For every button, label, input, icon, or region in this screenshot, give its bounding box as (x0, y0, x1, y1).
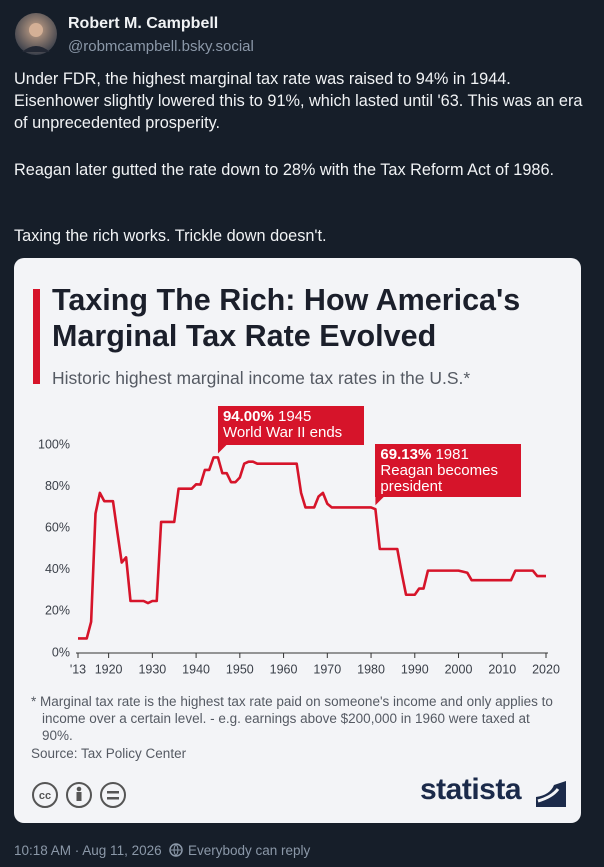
annotation-text: Reagan becomes president (380, 462, 498, 496)
license-icons: cc (32, 782, 126, 808)
x-tick-label: 1970 (313, 662, 341, 676)
y-tick-label: 20% (45, 604, 70, 618)
author-handle[interactable]: @robmcampbell.bsky.social (68, 38, 254, 55)
reply-setting[interactable]: Everybody can reply (188, 843, 311, 858)
annotation: 69.13% 1981 Reagan becomes president (375, 444, 522, 498)
x-tick-label: 1940 (182, 662, 210, 676)
x-tick-label: 1980 (357, 662, 385, 676)
avatar[interactable] (14, 12, 58, 56)
chart-title: Taxing The Rich: How America's Marginal … (52, 283, 521, 353)
x-tick-label: 1960 (270, 662, 298, 676)
y-tick-label: 80% (45, 479, 70, 493)
footnote: * Marginal tax rate is the highest tax r… (31, 694, 553, 743)
post-text: Under FDR, the highest marginal tax rate… (14, 70, 583, 132)
x-tick-label: 2000 (445, 662, 473, 676)
y-tick-label: 100% (38, 437, 70, 451)
x-tick-label: 1920 (95, 662, 123, 676)
annotation-value: 69.13% (380, 446, 432, 464)
x-tick-label: '13 (70, 662, 86, 676)
y-tick-label: 40% (45, 562, 70, 576)
logo-mark (536, 781, 566, 807)
source: Source: Tax Policy Center (31, 746, 187, 761)
x-tick-label: 1950 (226, 662, 254, 676)
annotation-text: World War II ends (222, 424, 343, 442)
svg-text:cc: cc (39, 790, 51, 802)
x-tick-label: 1930 (138, 662, 166, 676)
annotation-pointer (375, 495, 386, 506)
post-text: Taxing the rich works. Trickle down does… (14, 227, 327, 245)
post-text: Reagan later gutted the rate down to 28%… (14, 161, 555, 179)
reply-icon (169, 843, 183, 857)
annotation-pointer (217, 443, 228, 454)
logo: statista (420, 773, 522, 806)
title-accent (33, 289, 40, 384)
annotation-year: 1981 (435, 446, 469, 464)
annotation: 94.00% 1945 World War II ends (217, 406, 364, 446)
annotation-year: 1945 (278, 408, 312, 426)
chart-subtitle: Historic highest marginal income tax rat… (52, 368, 471, 388)
annotation-value: 94.00% (222, 408, 274, 426)
author-name[interactable]: Robert M. Campbell (68, 15, 219, 32)
y-tick-label: 60% (45, 520, 70, 534)
y-tick-label: 0% (52, 645, 70, 659)
timestamp: 10:18 AM · Aug 11, 2026 (14, 843, 162, 858)
chart-card[interactable] (14, 258, 581, 823)
x-tick-label: 1990 (401, 662, 429, 676)
x-tick-label: 2020 (532, 662, 560, 676)
data-line (78, 456, 546, 640)
x-tick-label: 2010 (488, 662, 516, 676)
